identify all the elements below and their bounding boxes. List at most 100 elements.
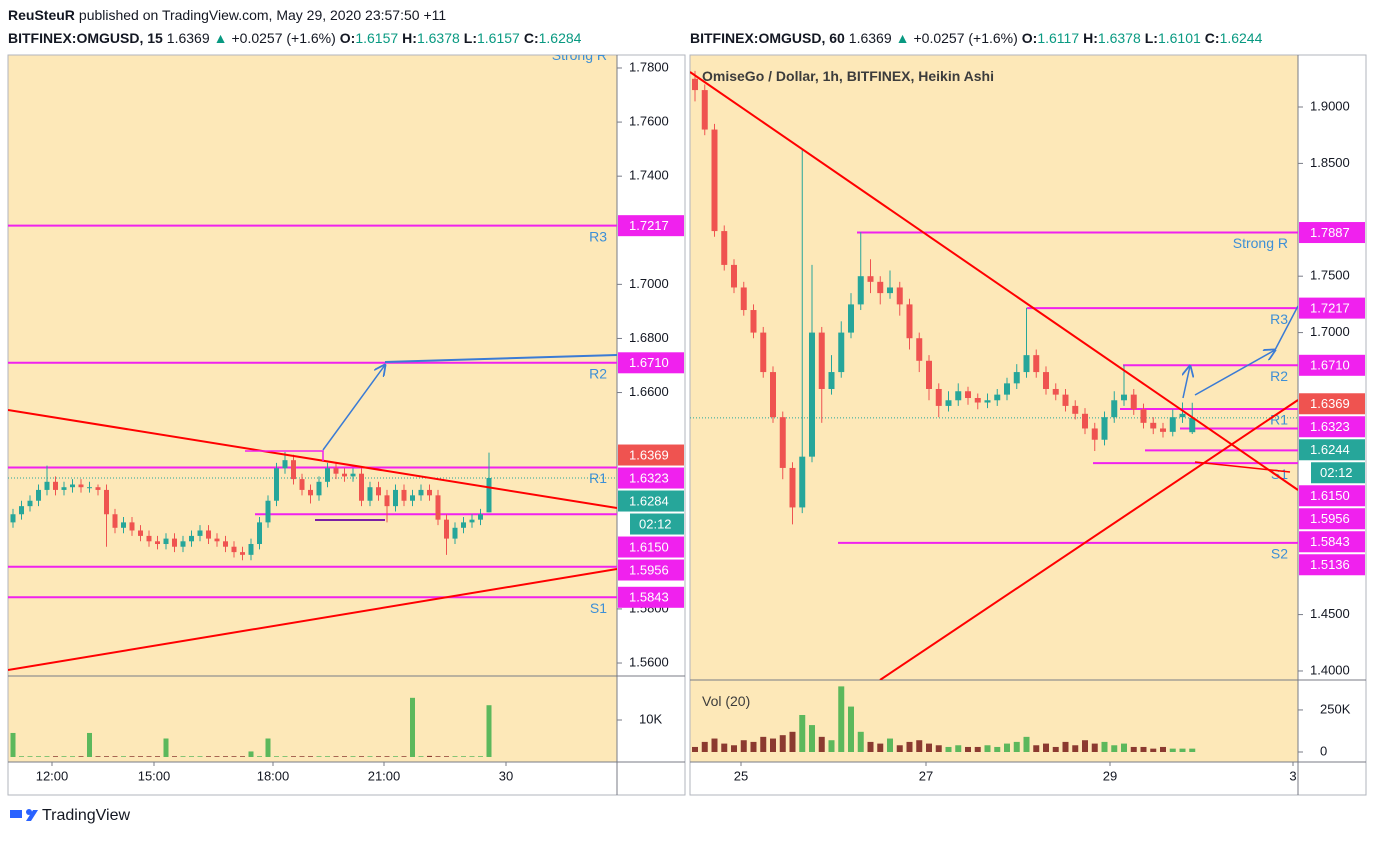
trend-line	[8, 409, 617, 509]
close: 1.6284	[538, 30, 582, 46]
level-label: Strong R	[552, 47, 607, 63]
volume-bar	[248, 751, 254, 757]
candle-body	[393, 489, 398, 507]
candle-body	[692, 78, 698, 91]
volume-bar	[36, 756, 41, 757]
candle-body	[163, 538, 169, 545]
candle-body	[1150, 422, 1157, 429]
price-badge-label: 1.5956	[1310, 511, 1350, 526]
volume-bar	[325, 756, 330, 757]
arrow-line	[384, 354, 617, 363]
volume-bar	[316, 756, 322, 757]
price-badge	[618, 586, 684, 608]
volume-bar	[984, 745, 991, 752]
price-badge-label: 1.6284	[629, 493, 669, 508]
x-tick-label: 27	[919, 768, 933, 783]
candle-body	[1140, 409, 1147, 423]
candle-body	[180, 541, 186, 547]
candle-body	[916, 338, 923, 361]
candle-body	[1052, 388, 1059, 395]
volume-bar	[1082, 740, 1088, 752]
volume-bar	[240, 756, 245, 757]
volume-bar	[197, 756, 203, 757]
volume-bar	[994, 746, 1001, 752]
high: 1.6378	[1097, 30, 1141, 46]
candle-body	[231, 546, 237, 553]
volume-bar	[955, 745, 962, 752]
candle-body	[809, 332, 815, 457]
candle-body	[223, 541, 228, 547]
volume-title: Vol (20)	[702, 693, 751, 709]
symbol-line: BITFINEX:OMGUSD, 60 1.6369 ▲ +0.0257 (+1.6%…	[690, 30, 1266, 46]
candle-body	[282, 460, 288, 469]
volume-bar	[452, 756, 458, 757]
volume-bar	[189, 756, 194, 757]
symbol: BITFINEX:OMGUSD, 15	[8, 30, 163, 46]
candle-body	[1023, 355, 1030, 373]
symbol-line: BITFINEX:OMGUSD, 15 1.6369 ▲ +0.0257 (+1.6%…	[8, 30, 585, 46]
candle-body	[146, 535, 152, 542]
volume-bar	[877, 743, 884, 752]
volume-bar	[692, 746, 698, 752]
volume-bar	[1189, 748, 1196, 752]
up-arrow: ▲	[895, 30, 910, 46]
box-line	[245, 450, 324, 461]
volume-bar	[711, 738, 718, 752]
price-badge	[1299, 393, 1365, 415]
volume-bar	[308, 756, 313, 757]
candle-body	[867, 276, 874, 282]
level-label: S1	[590, 600, 607, 616]
candle-body	[877, 281, 884, 294]
volume-bar	[61, 756, 67, 757]
candle-body	[1179, 413, 1186, 418]
volume-bar	[333, 756, 339, 757]
volume-bar	[760, 736, 767, 752]
candle-body	[906, 304, 913, 339]
footer-brand: TradingView	[42, 807, 131, 824]
candle-body	[78, 484, 84, 488]
volume-bar	[461, 756, 466, 757]
candle-body	[984, 400, 991, 403]
volume-bar	[87, 732, 92, 757]
price-badge	[1299, 554, 1365, 576]
volume-bar	[401, 756, 407, 757]
candle-body	[926, 360, 932, 389]
candle-body	[1062, 394, 1069, 406]
low: 1.6157	[477, 30, 520, 46]
candle-body	[478, 514, 483, 520]
volume-bar	[104, 756, 109, 757]
candle-body	[848, 304, 854, 333]
panel-left: Strong R R3 R2 R1 S1 1.7800 1.7600 1.7400 1.7000…	[7, 47, 686, 796]
volume-bar	[1130, 746, 1137, 752]
candle-body	[701, 90, 708, 130]
volume-bar	[478, 756, 483, 757]
candle-body	[206, 530, 211, 539]
volume-bar	[750, 741, 757, 752]
volume-bar	[848, 706, 854, 752]
candle-body	[469, 519, 475, 523]
level-label: Strong R	[1233, 235, 1288, 251]
candle-body	[1169, 417, 1176, 432]
candle-body	[265, 500, 271, 523]
candle-body	[965, 391, 971, 399]
panel-border	[689, 54, 1367, 796]
volume-bar	[350, 756, 356, 757]
volume-bar	[206, 756, 211, 757]
drawings-right	[690, 71, 1298, 680]
volume-bar	[1052, 746, 1059, 752]
candle-body	[896, 287, 903, 305]
candle-body	[138, 530, 143, 536]
y-tick-label: 1.7500	[1310, 268, 1350, 283]
low: 1.6101	[1157, 30, 1201, 46]
volume-bar	[44, 756, 50, 757]
price-badge	[1299, 354, 1365, 376]
volume-tick-label: 10K	[639, 711, 662, 726]
candle-body	[70, 484, 75, 488]
candle-body	[779, 417, 786, 468]
candle-body	[427, 489, 432, 496]
volume-bar	[163, 738, 169, 757]
volume-tick-label: 0	[1320, 743, 1327, 758]
volume-bar	[393, 756, 398, 757]
volume-bar	[257, 756, 262, 757]
